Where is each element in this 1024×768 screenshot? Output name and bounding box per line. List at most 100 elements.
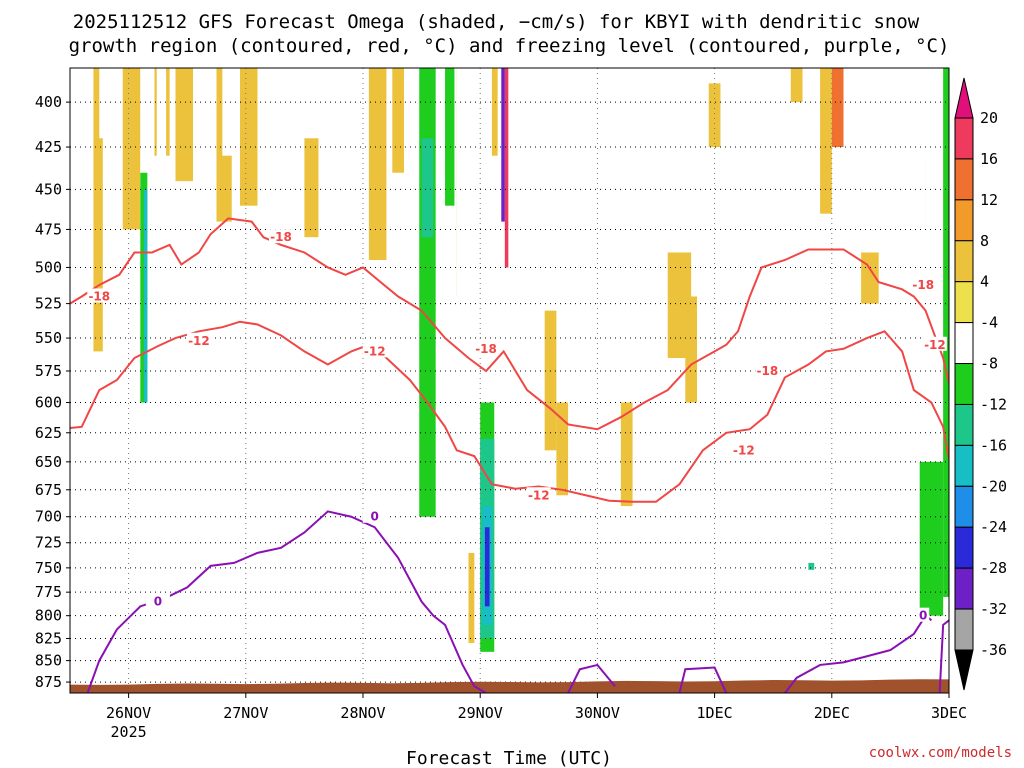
omega-cell-27 <box>193 68 217 190</box>
omega-cell-7 <box>368 68 387 260</box>
contour-label-1-3: -12 <box>733 443 755 457</box>
ytick-label-650: 650 <box>35 453 62 471</box>
omega-cell-49 <box>419 68 436 517</box>
colorbar-label-13: -36 <box>980 641 1007 659</box>
omega-cell-44 <box>884 450 897 616</box>
colorbar-label-6: -8 <box>980 355 998 373</box>
colorbar-label-8: -16 <box>980 436 1007 454</box>
ytick-label-500: 500 <box>35 258 62 276</box>
ytick-label-775: 775 <box>35 583 62 601</box>
contour-line-0 <box>70 217 949 431</box>
colorbar: 20 16 12 8 4 -4 -8 -12 -16 -20 -24 -28 -32 -36 <box>954 77 1007 691</box>
omega-cell-3 <box>175 68 194 182</box>
omega-cell-17 <box>708 83 721 148</box>
chart-title-line-2: growth region (contoured, red, °C) and f… <box>69 35 950 57</box>
ytick-label-625: 625 <box>35 424 62 442</box>
y-axis: 400 425 450 475 500 525 550 575 600 625 650 675 700 7… <box>35 93 70 691</box>
colorbar-label-4: 4 <box>980 273 989 291</box>
ytick-label-825: 825 <box>35 629 62 647</box>
colorbar-bottom-arrow <box>954 649 974 691</box>
xtick-label-1DEC: 1DEC <box>697 704 733 722</box>
omega-cell-21 <box>861 252 879 304</box>
ytick-label-750: 750 <box>35 559 62 577</box>
contour-label-bg-1-1 <box>362 343 387 358</box>
contour-label-bg-1-3 <box>731 442 756 457</box>
contour-layer: -18 -18 -18 -18 -18 -12 -12 -12 -12 -12 0 0 0 <box>70 217 949 693</box>
colorbar-bin-5 <box>954 322 974 365</box>
colorbar-label-0: 20 <box>980 109 998 127</box>
colorbar-bin-11 <box>954 567 974 610</box>
omega-cell-28 <box>222 68 240 156</box>
freezing-extra-3 <box>938 619 949 693</box>
colorbar-label-10: -24 <box>980 518 1007 536</box>
xtick-sublabel-26NOV: 2025 <box>111 723 147 741</box>
freezing-label-b: 0 <box>919 609 927 623</box>
omega-cell-20 <box>831 68 844 148</box>
ytick-label-400: 400 <box>35 93 62 111</box>
contour-label-bg-0-4 <box>911 277 936 292</box>
omega-cell-54 <box>421 138 434 238</box>
freezing-label-bg-b <box>917 607 930 622</box>
colorbar-label-12: -32 <box>980 600 1007 618</box>
contour-label-1-4: -12 <box>924 338 946 352</box>
xtick-label-30NOV: 30NOV <box>575 704 620 722</box>
colorbar-top-arrow <box>954 77 974 119</box>
ytick-label-850: 850 <box>35 652 62 670</box>
omega-cell-38 <box>579 438 592 517</box>
chart-title-line-1: 2025112512 GFS Forecast Omega (shaded, −… <box>73 11 920 33</box>
ytick-label-550: 550 <box>35 329 62 347</box>
ytick-label-600: 600 <box>35 394 62 412</box>
xtick-label-3DEC: 3DEC <box>931 704 967 722</box>
contour-label-bg-1-4 <box>922 336 947 351</box>
omega-cell-31 <box>345 450 363 607</box>
colorbar-bin-3 <box>954 240 974 283</box>
ytick-label-725: 725 <box>35 534 62 552</box>
omega-cell-56 <box>143 189 148 403</box>
credit-text: coolwx.com/models <box>869 745 1012 761</box>
contour-label-2-0: 0 <box>154 595 162 609</box>
omega-cell-52 <box>919 461 944 616</box>
contour-label-bg-2-1 <box>362 508 387 523</box>
colorbar-bin-6 <box>954 363 974 405</box>
x-axis-label: Forecast Time (UTC) <box>406 748 612 768</box>
omega-cell-19 <box>820 68 832 214</box>
ytick-label-675: 675 <box>35 481 62 499</box>
contour-label-0-4: -18 <box>912 278 934 292</box>
plot-area: -18 -18 -18 -18 -18 -12 -12 -12 -12 -12 0 0 0 <box>70 68 949 693</box>
colorbar-label-9: -20 <box>980 477 1007 495</box>
colorbar-bin-10 <box>954 526 974 569</box>
contour-label-1-2: -12 <box>528 488 550 502</box>
freezing-extra-1 <box>678 666 728 693</box>
contour-label-1-0: -12 <box>188 334 210 348</box>
contour-label-bg-2-0 <box>145 593 170 608</box>
colorbar-bin-7 <box>954 403 974 446</box>
grid-layer <box>70 68 949 693</box>
omega-cell-12 <box>544 310 557 451</box>
ytick-label-875: 875 <box>35 673 62 691</box>
omega-cell-36 <box>482 68 492 297</box>
contour-label-bg-0-1 <box>268 229 293 244</box>
omega-cell-16 <box>685 296 698 403</box>
colorbar-bin-2 <box>954 199 974 242</box>
omega-shading-layer <box>93 68 949 659</box>
omega-cell-53 <box>943 68 949 597</box>
colorbar-label-11: -28 <box>980 559 1007 577</box>
omega-cell-6 <box>304 138 319 238</box>
omega-cell-8 <box>392 68 405 173</box>
xtick-label-2DEC: 2DEC <box>814 704 850 722</box>
terrain-fill <box>70 679 949 693</box>
colorbar-bin-13 <box>954 608 974 651</box>
colorbar-bin-8 <box>954 444 974 487</box>
contour-label-bg-0-2 <box>474 340 499 355</box>
ytick-label-575: 575 <box>35 362 62 380</box>
omega-cell-29 <box>243 296 256 451</box>
colorbar-bin-9 <box>954 485 974 528</box>
omega-cell-14 <box>620 402 633 507</box>
xtick-label-26NOV: 26NOV <box>106 704 151 722</box>
xtick-label-28NOV: 28NOV <box>340 704 385 722</box>
omega-cell-26 <box>181 310 199 533</box>
omega-cell-60 <box>504 68 509 268</box>
contour-label-bg-0-3 <box>755 362 780 377</box>
